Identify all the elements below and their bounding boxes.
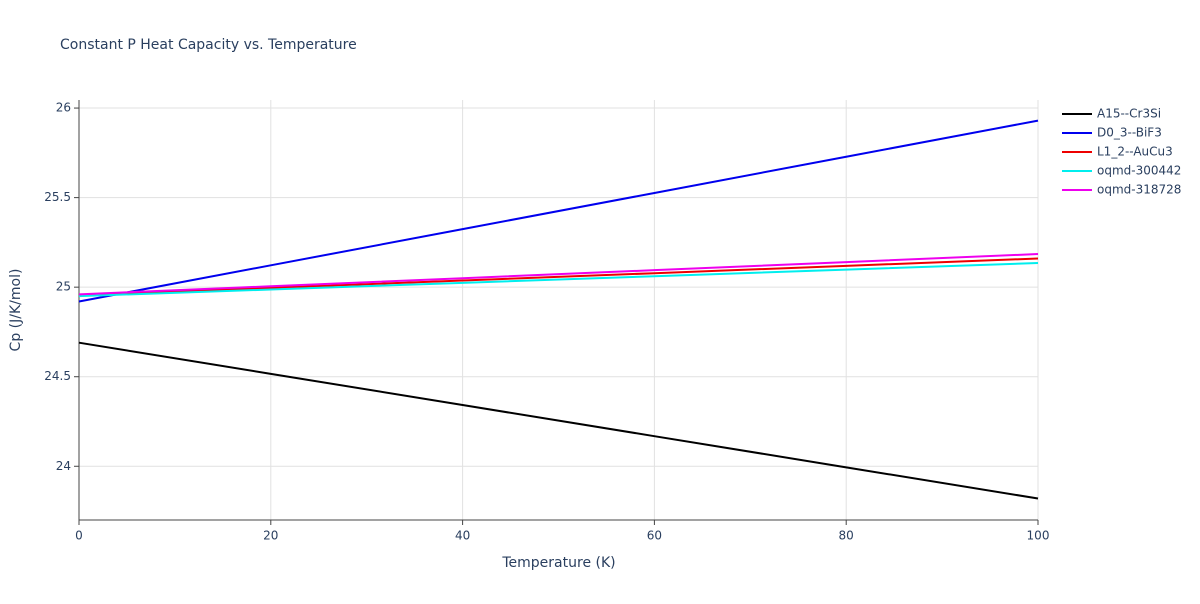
y-axis-label: Cp (J/K/mol) <box>8 269 24 352</box>
x-tick-label: 60 <box>647 529 662 543</box>
series-line <box>78 257 1039 297</box>
series-line <box>78 119 1039 303</box>
legend-label: oqmd-318728 <box>1097 183 1181 197</box>
y-tick-label: 25.5 <box>44 190 71 204</box>
legend-label: A15--Cr3Si <box>1097 107 1161 121</box>
x-tick-label: 80 <box>839 529 854 543</box>
x-tick-label: 0 <box>75 529 83 543</box>
y-tick-label: 24 <box>56 459 71 473</box>
series-line <box>78 341 1039 500</box>
x-tick-label: 40 <box>455 529 470 543</box>
chart-title: Constant P Heat Capacity vs. Temperature <box>60 37 357 53</box>
y-tick-label: 25 <box>56 280 71 294</box>
x-axis-label: Temperature (K) <box>501 555 615 571</box>
series-line <box>78 261 1039 298</box>
legend-label: oqmd-300442 <box>1097 164 1181 178</box>
y-tick-label: 26 <box>56 101 71 115</box>
y-tick-label: 24.5 <box>44 369 71 383</box>
legend-label: L1_2--AuCu3 <box>1097 145 1173 159</box>
x-tick-label: 100 <box>1027 529 1050 543</box>
legend-label: D0_3--BiF3 <box>1097 126 1162 140</box>
series-line <box>78 253 1039 296</box>
x-tick-label: 20 <box>263 529 278 543</box>
